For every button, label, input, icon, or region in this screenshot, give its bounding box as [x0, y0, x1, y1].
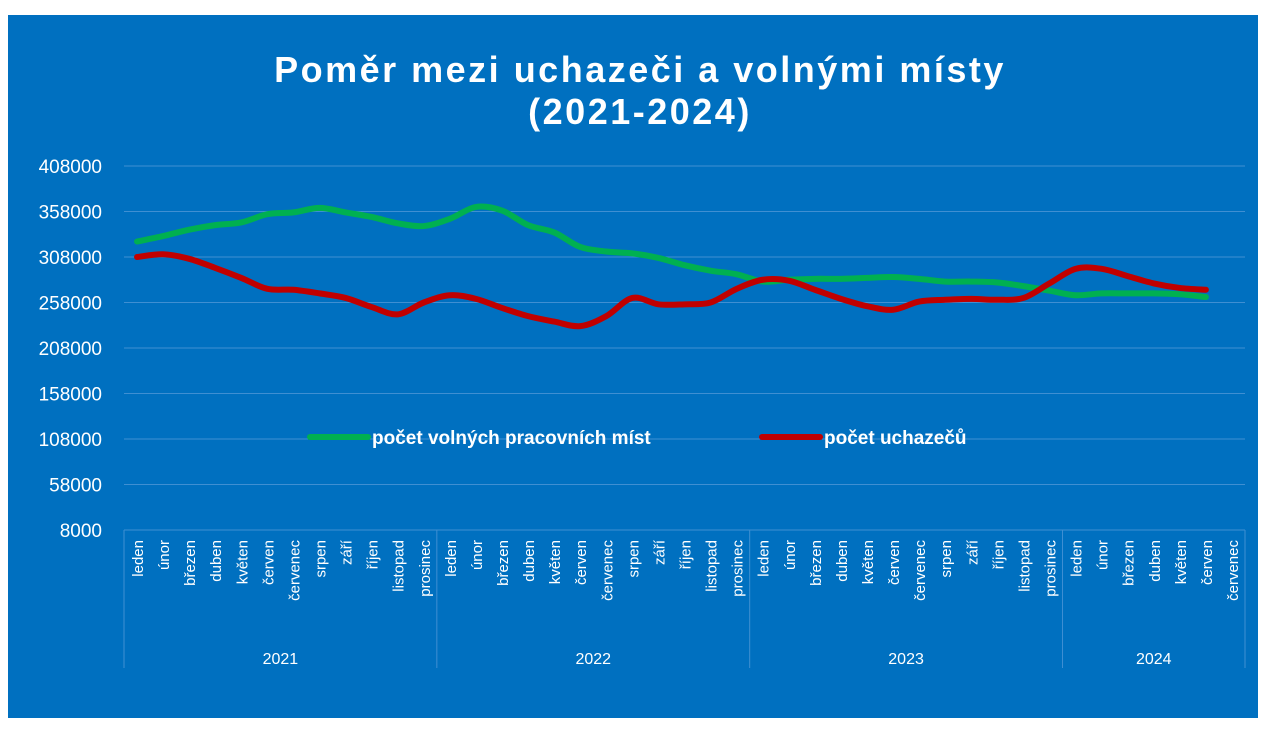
- legend-label: počet volných pracovních míst: [372, 428, 651, 449]
- x-tick-label: květen: [547, 540, 564, 584]
- series-line: [134, 203, 1209, 301]
- x-tick-label: červenec: [286, 540, 303, 601]
- x-tick-label: červen: [1199, 540, 1216, 585]
- x-tick-label: leden: [756, 540, 773, 577]
- x-tick-label: listopad: [704, 540, 721, 592]
- x-tick-label: duben: [834, 540, 851, 582]
- x-tick-label: březen: [182, 540, 199, 586]
- x-tick-label: duben: [208, 540, 225, 582]
- x-tick-label: červen: [573, 540, 590, 585]
- x-tick-label: leden: [443, 540, 460, 577]
- x-tick-label: září: [339, 539, 356, 565]
- x-tick-label: červen: [886, 540, 903, 585]
- x-tick-label: leden: [1069, 540, 1086, 577]
- x-tick-label: prosinec: [417, 540, 434, 597]
- x-tick-label: březen: [808, 540, 825, 586]
- y-tick-label: 408000: [39, 157, 102, 178]
- x-tick-label: září: [651, 539, 668, 565]
- x-tick-label: únor: [782, 540, 799, 570]
- chart-title: Poměr mezi uchazeči a volnými místy: [274, 49, 1006, 90]
- y-tick-label: 158000: [39, 385, 102, 406]
- x-tick-label: říjen: [678, 540, 695, 569]
- x-tick-label: květen: [860, 540, 877, 584]
- year-label: 2022: [575, 651, 611, 668]
- x-tick-label: říjen: [365, 540, 382, 569]
- chart-title: (2021-2024): [528, 91, 752, 132]
- x-tick-label: listopad: [391, 540, 408, 592]
- x-tick-label: září: [964, 539, 981, 565]
- x-tick-label: červenec: [1225, 540, 1242, 601]
- series-line: [134, 251, 1209, 330]
- year-label: 2024: [1136, 651, 1172, 668]
- x-tick-label: únor: [469, 540, 486, 570]
- x-tick-label: červenec: [599, 540, 616, 601]
- x-tick-label: březen: [1121, 540, 1138, 586]
- x-tick-label: únor: [156, 540, 173, 570]
- x-tick-label: prosinec: [1042, 540, 1059, 597]
- x-tick-label: srpen: [938, 540, 955, 578]
- legend-label: počet uchazečů: [824, 428, 967, 449]
- x-tick-label: červen: [260, 540, 277, 585]
- x-tick-label: srpen: [625, 540, 642, 578]
- x-tick-label: srpen: [313, 540, 330, 578]
- y-tick-label: 58000: [49, 476, 102, 497]
- x-tick-label: listopad: [1016, 540, 1033, 592]
- x-tick-label: květen: [234, 540, 251, 584]
- chart-background: [8, 15, 1258, 718]
- x-tick-label: duben: [521, 540, 538, 582]
- x-tick-label: březen: [495, 540, 512, 586]
- x-tick-label: prosinec: [730, 540, 747, 597]
- x-tick-label: říjen: [990, 540, 1007, 569]
- y-tick-label: 308000: [39, 248, 102, 269]
- y-tick-label: 258000: [39, 294, 102, 315]
- x-tick-label: červenec: [912, 540, 929, 601]
- y-tick-label: 8000: [60, 521, 102, 542]
- year-label: 2023: [888, 651, 924, 668]
- x-tick-label: květen: [1173, 540, 1190, 584]
- x-tick-label: leden: [130, 540, 147, 577]
- y-tick-label: 358000: [39, 203, 102, 224]
- y-tick-label: 108000: [39, 430, 102, 451]
- year-label: 2021: [263, 651, 299, 668]
- x-tick-label: únor: [1095, 540, 1112, 570]
- x-tick-label: duben: [1147, 540, 1164, 582]
- y-tick-label: 208000: [39, 339, 102, 360]
